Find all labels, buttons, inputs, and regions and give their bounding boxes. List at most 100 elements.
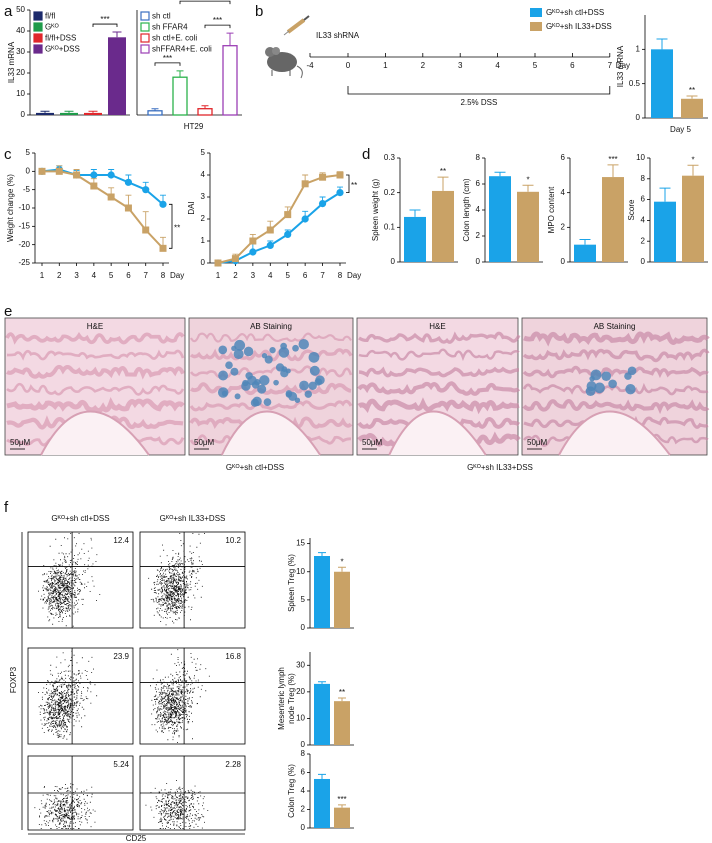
y-tick-label: 1: [636, 44, 641, 53]
x-axis-label: Day: [347, 271, 361, 280]
y-tick-label: 6: [301, 768, 306, 777]
goblet-cell: [308, 381, 317, 391]
x-tick-label: 1: [40, 271, 45, 280]
y-tick-label: 15: [296, 539, 305, 548]
error-bar: [88, 110, 98, 113]
goblet-cell: [252, 396, 262, 407]
error-bar: [112, 31, 122, 38]
panel-label: b: [255, 3, 263, 20]
tissue-fold: [522, 348, 710, 363]
y-tick-label: 10: [296, 714, 305, 723]
point: [249, 248, 257, 256]
y-tick-label: 2: [476, 231, 481, 240]
goblet-cell: [245, 372, 253, 380]
x-tick-label: 3: [251, 271, 256, 280]
point: [301, 180, 309, 188]
goblet-cell: [243, 346, 254, 357]
scale-label: 50μM: [527, 438, 548, 447]
y-axis-label: IL33 mRNA: [7, 41, 16, 83]
error-bar: [64, 110, 74, 113]
flow-events: [145, 780, 209, 829]
error-bar: [318, 681, 326, 684]
y-tick-label: 0.1: [384, 222, 396, 231]
y-tick-label: 40: [16, 26, 25, 35]
x-tick-label: 7: [143, 271, 148, 280]
histology-title: H&E: [87, 322, 103, 331]
series-line: [42, 170, 164, 250]
bar: [60, 112, 78, 115]
goblet-cell: [234, 393, 241, 400]
point: [301, 215, 309, 223]
panel-label: f: [4, 499, 9, 516]
goblet-cell: [624, 372, 632, 380]
bar: [172, 76, 188, 116]
y-tick-label: 8: [641, 174, 646, 183]
y-tick-label: 0: [301, 740, 306, 749]
tissue-fold: [6, 382, 185, 396]
goblet-cell: [586, 381, 597, 392]
point: [38, 167, 46, 175]
mouse-icon: [265, 47, 303, 79]
tissue-fold: [522, 365, 709, 379]
y-tick-label: 2: [641, 236, 646, 245]
y-tick-label: 5: [26, 148, 31, 157]
tissue-fold: [189, 399, 353, 412]
tissue-fold: [358, 348, 520, 362]
y-tick-label: 20: [16, 68, 25, 77]
goblet-cell: [241, 381, 251, 391]
y-tick-label: 10: [636, 153, 645, 162]
legend-label: sh FFAR4: [152, 23, 188, 32]
goblet-cell: [218, 370, 229, 381]
flow-events: [150, 649, 210, 743]
point: [159, 244, 167, 252]
timeline-day: 1: [383, 61, 388, 70]
goblet-cell: [233, 349, 244, 360]
quadrant-percent: 10.2: [225, 536, 241, 545]
timeline-day: 0: [346, 61, 351, 70]
bar: [681, 98, 703, 118]
significance: *: [526, 175, 529, 184]
significance: **: [689, 86, 695, 95]
timeline-day: 5: [533, 61, 538, 70]
quadrant-percent: 5.24: [113, 760, 129, 769]
goblet-cell: [601, 371, 612, 381]
error-bar: [40, 110, 50, 113]
legend-swatch: [140, 33, 150, 43]
y-tick-label: 0.2: [384, 188, 396, 197]
legend-swatch: [33, 33, 43, 43]
column-header: Gᴷᴼ+sh IL33+DSS: [160, 514, 226, 523]
y-tick-label: 8: [476, 153, 481, 162]
significance: ***: [213, 16, 222, 25]
significance: **: [174, 223, 180, 232]
point: [142, 226, 150, 234]
y-axis-label: node Treg (%): [287, 673, 296, 724]
y-axis-label: Spleen Treg (%): [287, 554, 296, 612]
legend-label: Gᴷᴼ+sh ctl+DSS: [546, 8, 604, 17]
point: [319, 173, 327, 181]
point: [107, 171, 115, 179]
legend-swatch: [140, 44, 150, 54]
timeline-day: 7: [608, 61, 613, 70]
dss-bracket: [347, 86, 611, 95]
x-tick-label: 6: [126, 271, 131, 280]
point: [55, 167, 63, 175]
goblet-cell: [285, 368, 291, 374]
legend-label: sh ctl: [152, 12, 171, 21]
y-tick-label: 5: [301, 595, 306, 604]
legend-label: shFFAR4+E. coli: [152, 45, 212, 54]
group-label: Gᴷᴼ+sh IL33+DSS: [467, 463, 533, 472]
goblet-cell: [218, 345, 228, 355]
y-axis-label: Weight change (%): [6, 174, 15, 242]
group-label: Gᴷᴼ+sh ctl+DSS: [226, 463, 284, 472]
point: [266, 241, 274, 249]
flow-x-label: CD25: [126, 834, 147, 843]
scale-label: 50μM: [362, 438, 383, 447]
bar: [334, 571, 350, 628]
legend-label: sh ctl+E. coli: [152, 34, 197, 43]
y-tick-label: 20: [296, 687, 305, 696]
significance-bracket: [346, 174, 350, 193]
bar: [682, 175, 704, 262]
error-bar: [176, 70, 184, 78]
point: [124, 178, 133, 186]
